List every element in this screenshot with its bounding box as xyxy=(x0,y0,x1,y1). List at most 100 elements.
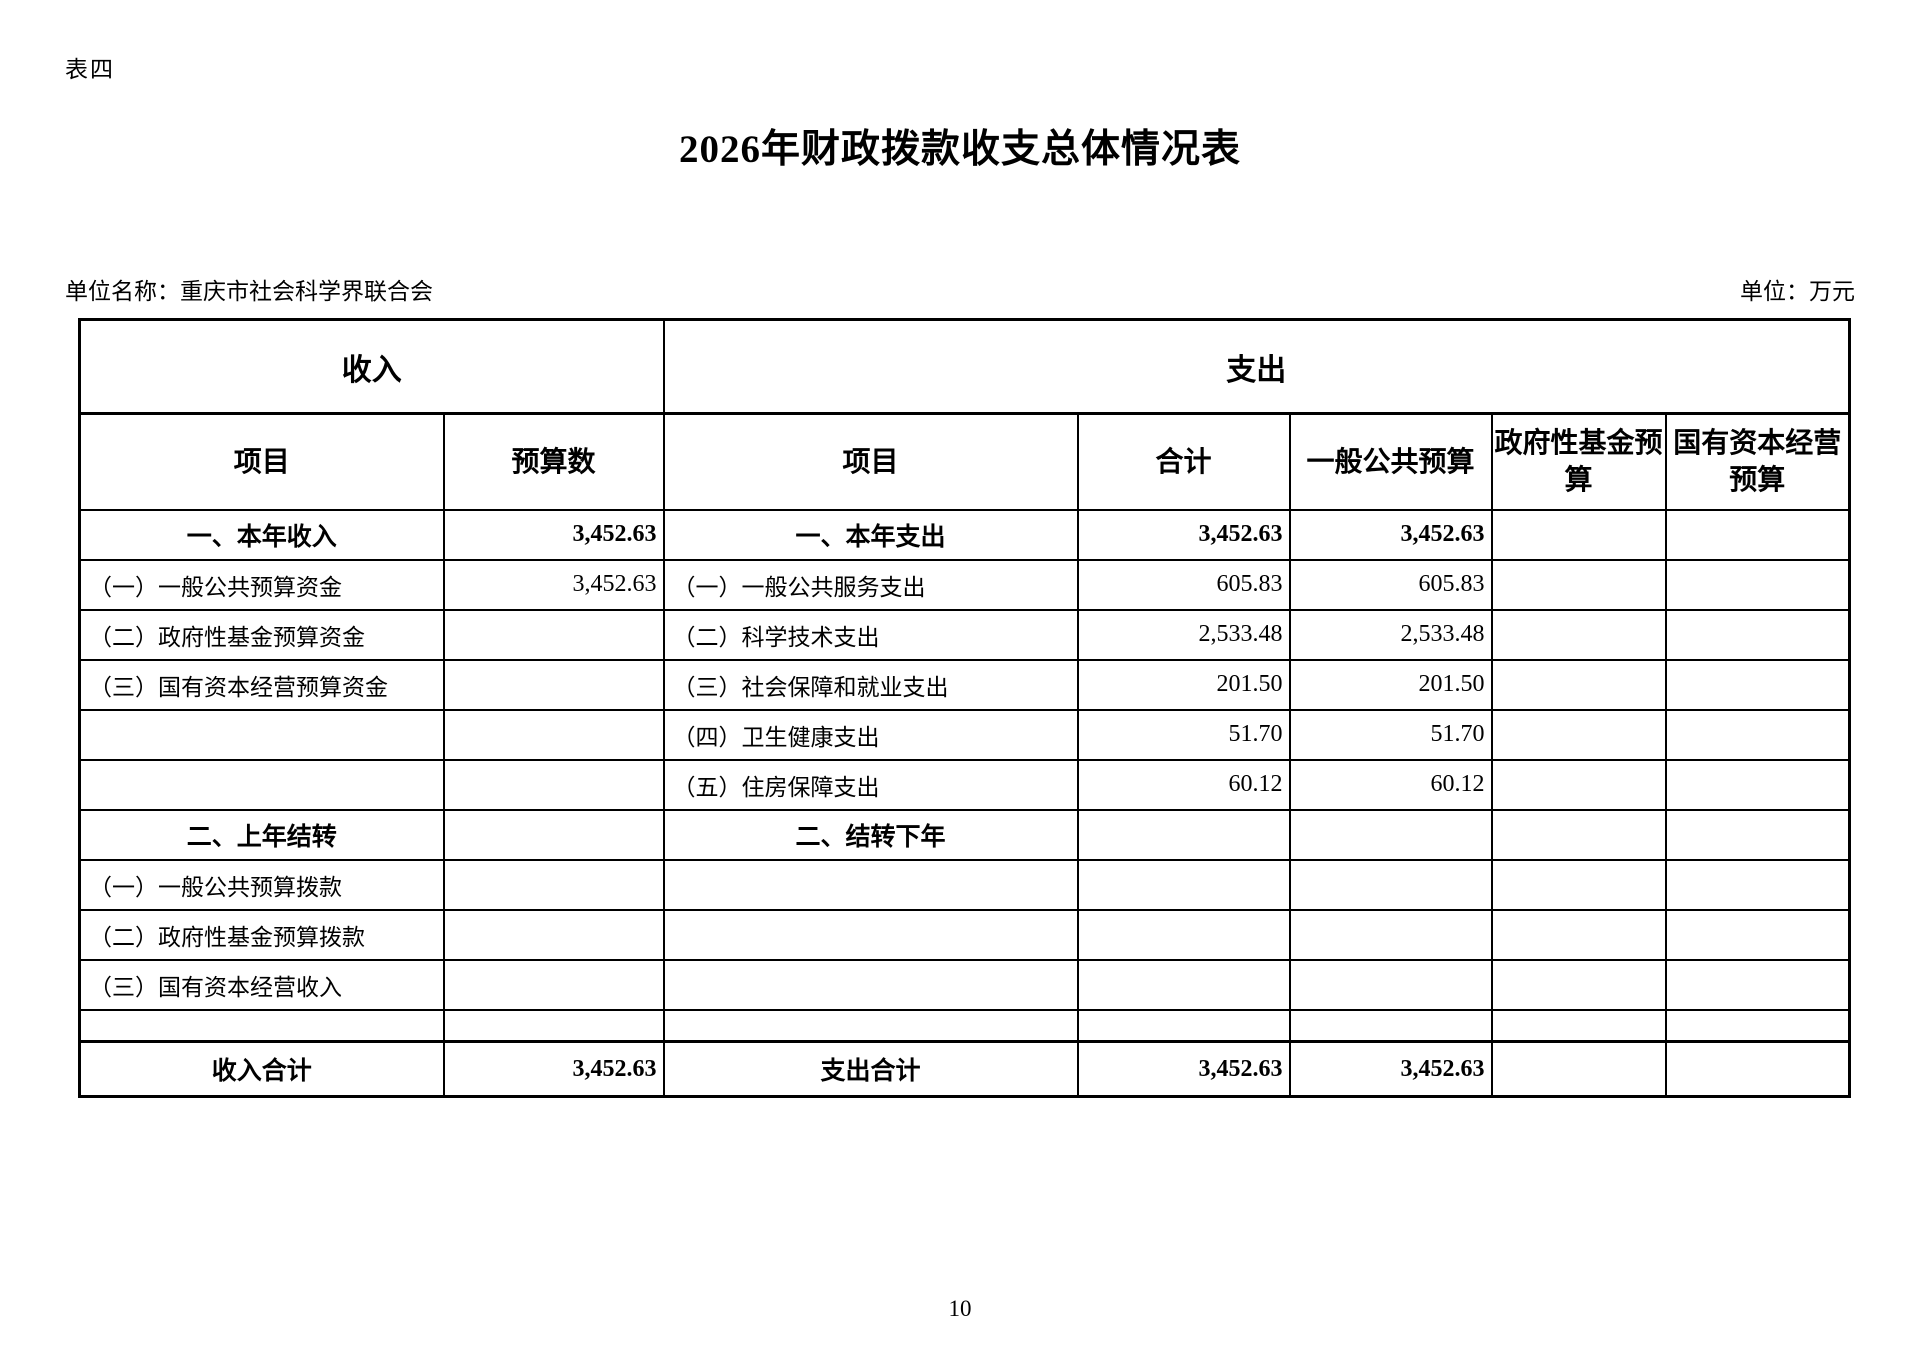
income-value-cell xyxy=(442,708,665,761)
state-capital-cell xyxy=(1664,958,1851,1011)
col-header-state-capital-budget: 国有资本经营预算 xyxy=(1664,412,1851,511)
col-header-expense-item: 项目 xyxy=(662,412,1079,511)
income-total-value-cell: 3,452.63 xyxy=(442,1040,665,1098)
table-row: （二）政府性基金预算拨款 xyxy=(78,908,1851,961)
income-item-cell: 一、本年收入 xyxy=(78,508,445,561)
income-total-label-cell: 收入合计 xyxy=(78,1040,445,1098)
expense-group-header: 支出 xyxy=(662,318,1851,415)
expense-total-cell: 51.70 xyxy=(1076,708,1291,761)
expense-item-cell: （三）社会保障和就业支出 xyxy=(662,658,1079,711)
general-public-cell: 3,452.63 xyxy=(1288,508,1493,561)
income-value-cell xyxy=(442,1008,665,1043)
expense-total-cell: 201.50 xyxy=(1076,658,1291,711)
state-capital-cell xyxy=(1664,608,1851,661)
expense-total-cell xyxy=(1076,958,1291,1011)
income-item-cell xyxy=(78,1008,445,1043)
state-capital-cell xyxy=(1664,558,1851,611)
income-value-cell xyxy=(442,758,665,811)
state-capital-cell xyxy=(1664,508,1851,561)
state-capital-cell xyxy=(1664,1008,1851,1043)
budget-summary-table: 收入 支出 项目 预算数 项目 合计 一般公共预算 政府性基金预算 国有资本经营… xyxy=(78,318,1851,1098)
column-header-row: 项目 预算数 项目 合计 一般公共预算 政府性基金预算 国有资本经营预算 xyxy=(78,412,1851,511)
expense-item-cell: （四）卫生健康支出 xyxy=(662,708,1079,761)
expense-item-cell: 二、结转下年 xyxy=(662,808,1079,861)
expense-total-cell xyxy=(1076,908,1291,961)
income-item-cell: （三）国有资本经营预算资金 xyxy=(78,658,445,711)
income-item-cell: （二）政府性基金预算拨款 xyxy=(78,908,445,961)
gov-fund-cell xyxy=(1490,508,1667,561)
expense-item-cell: （二）科学技术支出 xyxy=(662,608,1079,661)
table-row: （一）一般公共预算资金 3,452.63 （一）一般公共服务支出 605.83 … xyxy=(78,558,1851,611)
expense-total-cell: 605.83 xyxy=(1076,558,1291,611)
total-row: 收入合计 3,452.63 支出合计 3,452.63 3,452.63 xyxy=(78,1040,1851,1098)
gov-fund-cell xyxy=(1490,1008,1667,1043)
table-row: （三）国有资本经营收入 xyxy=(78,958,1851,1011)
unit-info-line: 单位名称：重庆市社会科学界联合会 单位：万元 xyxy=(65,272,1855,306)
income-item-cell: （一）一般公共预算拨款 xyxy=(78,858,445,911)
expense-total-cell xyxy=(1076,858,1291,911)
state-capital-total-cell xyxy=(1664,1040,1851,1098)
income-item-cell xyxy=(78,708,445,761)
state-capital-cell xyxy=(1664,758,1851,811)
income-value-cell xyxy=(442,808,665,861)
general-public-total-cell: 3,452.63 xyxy=(1288,1040,1493,1098)
income-value-cell xyxy=(442,658,665,711)
expense-total-label-cell: 支出合计 xyxy=(662,1040,1079,1098)
page-title: 2026年财政拨款收支总体情况表 xyxy=(678,128,1241,171)
income-item-cell: （一）一般公共预算资金 xyxy=(78,558,445,611)
table-row: 一、本年收入 3,452.63 一、本年支出 3,452.63 3,452.63 xyxy=(78,508,1851,561)
gov-fund-cell xyxy=(1490,908,1667,961)
expense-item-cell xyxy=(662,908,1079,961)
income-value-cell xyxy=(442,908,665,961)
gov-fund-cell xyxy=(1490,708,1667,761)
expense-total-cell xyxy=(1076,1008,1291,1043)
group-header-row: 收入 支出 xyxy=(78,318,1851,415)
income-item-cell: 二、上年结转 xyxy=(78,808,445,861)
table-number-label: 表四 xyxy=(65,57,115,82)
table-row: （二）政府性基金预算资金 （二）科学技术支出 2,533.48 2,533.48 xyxy=(78,608,1851,661)
state-capital-cell xyxy=(1664,858,1851,911)
general-public-cell xyxy=(1288,958,1493,1011)
general-public-cell xyxy=(1288,808,1493,861)
col-header-income-budget: 预算数 xyxy=(442,412,665,511)
table-row: （三）国有资本经营预算资金 （三）社会保障和就业支出 201.50 201.50 xyxy=(78,658,1851,711)
expense-item-cell: （一）一般公共服务支出 xyxy=(662,558,1079,611)
unit-name-label: 单位名称：重庆市社会科学界联合会 xyxy=(65,279,433,304)
general-public-cell: 2,533.48 xyxy=(1288,608,1493,661)
expense-item-cell xyxy=(662,858,1079,911)
col-header-general-public-budget: 一般公共预算 xyxy=(1288,412,1493,511)
income-value-cell: 3,452.63 xyxy=(442,508,665,561)
gov-fund-cell xyxy=(1490,858,1667,911)
table-row: 二、上年结转 二、结转下年 xyxy=(78,808,1851,861)
gov-fund-cell xyxy=(1490,808,1667,861)
gov-fund-cell xyxy=(1490,758,1667,811)
general-public-cell: 60.12 xyxy=(1288,758,1493,811)
general-public-cell xyxy=(1288,908,1493,961)
col-header-gov-fund-budget: 政府性基金预算 xyxy=(1490,412,1667,511)
state-capital-cell xyxy=(1664,708,1851,761)
table-row: （一）一般公共预算拨款 xyxy=(78,858,1851,911)
expense-total-cell: 60.12 xyxy=(1076,758,1291,811)
col-header-income-item: 项目 xyxy=(78,412,445,511)
expense-total-cell: 3,452.63 xyxy=(1076,508,1291,561)
expense-item-cell xyxy=(662,958,1079,1011)
currency-unit-label: 单位：万元 xyxy=(1740,279,1855,304)
table-row xyxy=(78,1008,1851,1043)
table-row: （五）住房保障支出 60.12 60.12 xyxy=(78,758,1851,811)
income-item-cell: （三）国有资本经营收入 xyxy=(78,958,445,1011)
gov-fund-cell xyxy=(1490,958,1667,1011)
expense-total-value-cell: 3,452.63 xyxy=(1076,1040,1291,1098)
general-public-cell: 605.83 xyxy=(1288,558,1493,611)
col-header-expense-total: 合计 xyxy=(1076,412,1291,511)
state-capital-cell xyxy=(1664,658,1851,711)
expense-item-cell: 一、本年支出 xyxy=(662,508,1079,561)
income-value-cell: 3,452.63 xyxy=(442,558,665,611)
general-public-cell xyxy=(1288,858,1493,911)
gov-fund-cell xyxy=(1490,658,1667,711)
expense-item-cell xyxy=(662,1008,1079,1043)
expense-total-cell xyxy=(1076,808,1291,861)
income-group-header: 收入 xyxy=(78,318,665,415)
state-capital-cell xyxy=(1664,808,1851,861)
income-value-cell xyxy=(442,608,665,661)
income-value-cell xyxy=(442,958,665,1011)
